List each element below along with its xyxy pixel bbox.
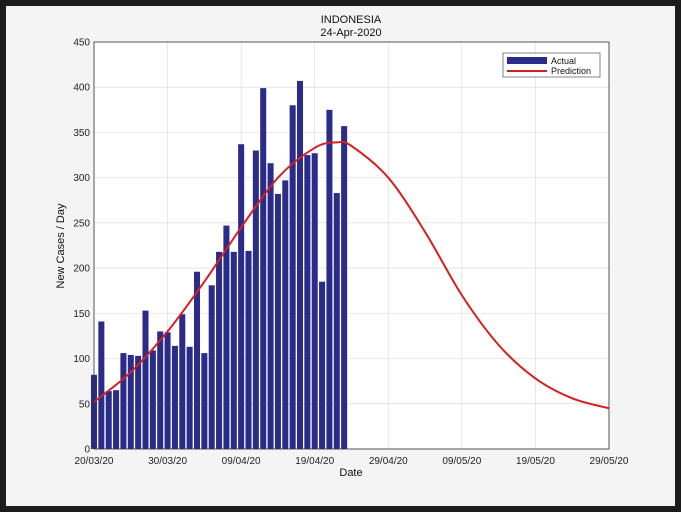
bar xyxy=(289,105,296,450)
chart-title: INDONESIA xyxy=(321,14,382,26)
bar xyxy=(223,225,230,449)
bar xyxy=(171,345,178,449)
bar xyxy=(105,391,112,449)
chart-subtitle: 24-Apr-2020 xyxy=(320,27,381,39)
x-tick-label: 20/03/20 xyxy=(75,456,114,467)
bar xyxy=(326,109,333,449)
y-tick-label: 0 xyxy=(84,445,90,456)
bar xyxy=(341,126,348,449)
y-tick-label: 450 xyxy=(73,38,90,49)
x-tick-label: 29/04/20 xyxy=(369,456,408,467)
plot-area xyxy=(94,42,609,449)
bar xyxy=(282,180,289,449)
bar xyxy=(127,354,134,449)
x-tick-label: 19/04/20 xyxy=(295,456,334,467)
x-tick-label: 29/05/20 xyxy=(590,456,629,467)
y-axis-label: New Cases / Day xyxy=(55,203,67,288)
prediction-line xyxy=(93,140,610,410)
x-tick-label: 09/04/20 xyxy=(222,456,261,467)
bar xyxy=(164,332,171,449)
bar xyxy=(157,331,164,449)
bar xyxy=(186,346,193,449)
chart: 0 50 100 150 200 250 300 350 400 450 20/03/20 30/0… xyxy=(55,14,629,479)
bar xyxy=(260,88,267,450)
bar xyxy=(230,251,237,449)
y-tick-label: 50 xyxy=(79,399,91,410)
legend-swatch-actual xyxy=(507,57,547,64)
x-axis-label: Date xyxy=(339,467,362,479)
x-axis-ticks: 20/03/20 30/03/20 09/04/20 19/04/20 29/04/20… xyxy=(75,456,629,467)
y-axis-ticks: 0 50 100 150 200 250 300 350 400 450 xyxy=(73,38,90,456)
bar xyxy=(113,390,120,449)
x-tick-label: 09/05/20 xyxy=(442,456,481,467)
bar xyxy=(311,153,318,449)
bar xyxy=(245,250,252,449)
y-tick-label: 350 xyxy=(73,128,90,139)
y-tick-label: 200 xyxy=(73,264,90,275)
bar xyxy=(216,251,223,449)
y-tick-label: 100 xyxy=(73,354,90,365)
bar xyxy=(149,350,156,449)
legend-label-prediction: Prediction xyxy=(551,66,591,76)
bar xyxy=(267,163,274,449)
legend: Actual Prediction xyxy=(502,52,601,78)
bar xyxy=(208,285,215,449)
bar xyxy=(142,310,149,449)
bar xyxy=(304,155,311,450)
x-tick-label: 30/03/20 xyxy=(148,456,187,467)
bar xyxy=(319,281,326,449)
y-tick-label: 300 xyxy=(73,173,90,184)
bars xyxy=(90,80,348,450)
bar xyxy=(274,193,281,449)
x-tick-label: 19/05/20 xyxy=(516,456,555,467)
y-tick-label: 250 xyxy=(73,218,90,229)
bar xyxy=(333,193,340,449)
bar xyxy=(296,80,304,449)
chart-frame: 0 50 100 150 200 250 300 350 400 450 20/03/20 30/0… xyxy=(6,6,675,506)
bar xyxy=(193,271,201,449)
legend-label-actual: Actual xyxy=(551,56,576,66)
plot-border xyxy=(93,41,610,450)
bar xyxy=(252,150,259,450)
y-tick-label: 400 xyxy=(73,83,90,94)
bar xyxy=(120,353,127,449)
bar xyxy=(238,144,245,450)
bar xyxy=(98,321,105,449)
y-tick-label: 150 xyxy=(73,309,90,320)
bar xyxy=(179,314,186,449)
prediction-curve xyxy=(93,140,610,410)
bar xyxy=(135,355,142,449)
bar xyxy=(201,353,208,449)
